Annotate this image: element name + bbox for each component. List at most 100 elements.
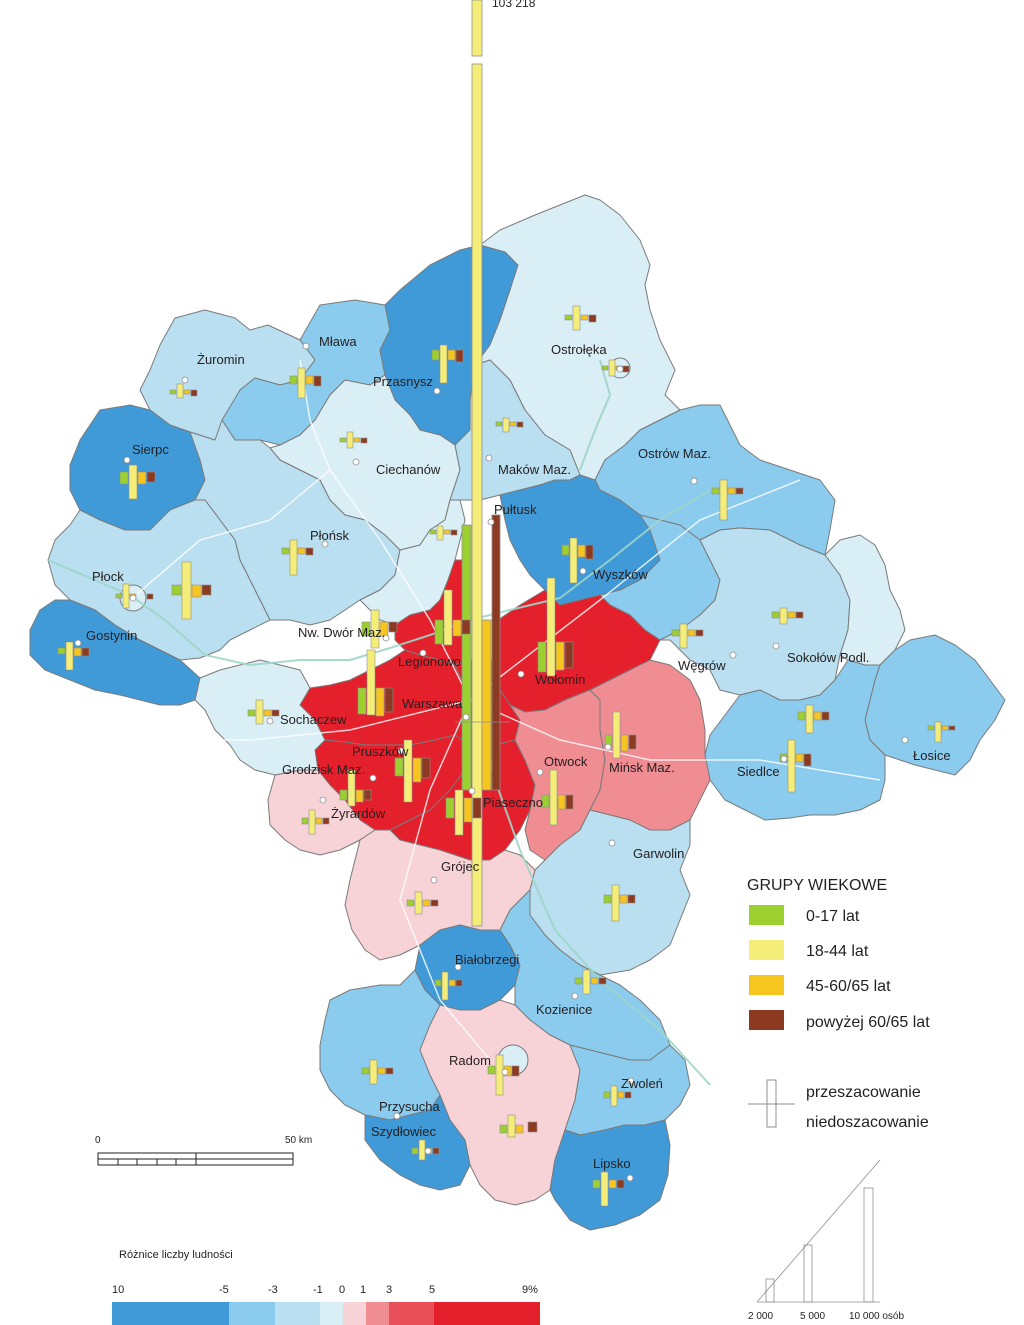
town-label-siedlce: Siedlce (737, 764, 780, 779)
county-zwolen (564, 1044, 691, 1136)
town-label-ciechanow: Ciechanów (376, 462, 441, 477)
town-label-losice: Łosice (913, 748, 951, 763)
diagram-mlawa (289, 367, 322, 399)
diagram-zwolen (603, 1085, 632, 1107)
town-label-plonsk: Płońsk (310, 528, 350, 543)
diagram-warszawa-west (357, 649, 394, 717)
diagram-radom-county (499, 1114, 538, 1138)
scale-end: 50 km (285, 1135, 312, 1146)
legend-age-groups: GRUPY WIEKOWE 0-17 lat 18-44 lat 45-60/6… (747, 877, 930, 1131)
county-minsk (589, 659, 711, 831)
bar-60plus-main (491, 514, 501, 791)
town-label-warszawa: Warszawa (402, 696, 463, 711)
diagram-siedlce-county (797, 704, 830, 734)
diagram-sierpc (119, 464, 156, 500)
town-label-zyrardow: Żyrardów (331, 806, 386, 821)
legend-label-0-17: 0-17 lat (806, 908, 860, 925)
legend-under: niedoszacowanie (806, 1114, 929, 1131)
diagram-grojec (406, 891, 439, 915)
diagram-plock-county (171, 561, 212, 620)
county-szydlowiec (364, 1094, 471, 1191)
diagram-ostrow (711, 479, 744, 521)
town-label-garwolin: Garwolin (633, 846, 684, 861)
town-label-ostrow: Ostrów Maz. (638, 446, 711, 461)
county-gostynin (29, 599, 201, 706)
town-label-otwock: Otwock (544, 754, 588, 769)
ramp-tick-1: -5 (219, 1284, 229, 1296)
town-label-radom: Radom (449, 1053, 491, 1068)
legend-swatch-18-44 (749, 940, 784, 960)
town-label-szydlowiec: Szydłowiec (371, 1124, 437, 1139)
ramp-bin-p5 (434, 1302, 540, 1325)
diagram-przysucha (361, 1059, 394, 1085)
town-label-zwolen: Zwoleń (621, 1076, 663, 1091)
diagram-zuromin (169, 383, 198, 399)
ramp-bin-m10 (112, 1302, 229, 1325)
town-label-legionowo: Legionowo (398, 654, 461, 669)
diagram-wolomin (537, 577, 574, 677)
town-label-minsk: Mińsk Maz. (609, 760, 675, 775)
ramp-tick-6: 3 (386, 1284, 392, 1296)
town-label-kozienice: Kozienice (536, 1002, 592, 1017)
diagram-ostroleka-county (564, 305, 597, 331)
bar-0-17-main (461, 524, 472, 791)
ramp-bin-m1 (320, 1302, 343, 1325)
town-label-wegrow: Węgrów (678, 658, 726, 673)
scale-start: 0 (95, 1135, 101, 1146)
diagram-zyrardow (301, 809, 330, 835)
town-label-nwdwor: Nw. Dwór Maz. (298, 625, 385, 640)
diagram-plonsk (281, 539, 314, 576)
diagram-przasnysz (431, 344, 464, 384)
ramp-tick-8: 9% (522, 1284, 538, 1296)
town-label-przysucha: Przysucha (379, 1099, 440, 1114)
diagram-sochaczew (247, 699, 280, 725)
diagram-makow (495, 417, 524, 433)
diagram-garwolin (603, 884, 636, 922)
county-plock (47, 499, 271, 661)
town-label-ostroleka: Ostrołęka (551, 342, 607, 357)
town-label-sokolow: Sokołów Podl. (787, 650, 869, 665)
town-label-pultusk: Pułtusk (494, 502, 537, 517)
diagram-kozienice (574, 969, 607, 995)
town-label-mlawa: Mława (319, 334, 357, 349)
diagram-piaseczno (445, 789, 482, 836)
town-label-bialobrzegi: Białobrzegi (455, 952, 519, 967)
bar-18-44-top (471, 0, 483, 57)
diagram-wyszkow (561, 537, 594, 584)
size-label-5000: 5 000 (800, 1311, 825, 1322)
legend-title: GRUPY WIEKOWE (747, 877, 887, 894)
diagram-bialobrzegi (434, 971, 463, 1001)
ramp-tick-5: 1 (360, 1284, 366, 1296)
town-label-sierpc: Sierpc (132, 442, 169, 457)
legend-over-under-symbol (766, 1079, 777, 1128)
diagram-nwdwor (361, 609, 398, 649)
town-labels: Żuromin Mława Przasnysz Ostrołęka Sierpc… (86, 334, 951, 1171)
ramp-tick-3: -1 (313, 1284, 323, 1296)
diagram-pruszkow (394, 739, 431, 803)
town-label-wolomin: Wołomin (535, 672, 585, 687)
ramp-tick-0: 10 (112, 1284, 124, 1296)
town-label-przasnysz: Przasnysz (373, 374, 433, 389)
town-label-zuromin: Żuromin (197, 352, 245, 367)
town-label-wyszkow: Wyszków (593, 567, 648, 582)
town-label-makow: Maków Maz. (498, 462, 571, 477)
ramp-bin-p3 (389, 1302, 434, 1325)
diagram-grodzisk (339, 769, 372, 807)
legend-swatch-0-17 (749, 905, 784, 925)
legend-label-45-60: 45-60/65 lat (806, 978, 891, 995)
age-diagrams (57, 305, 956, 1207)
town-label-grojec: Grójec (441, 859, 480, 874)
town-label-grodzisk: Grodzisk Maz. (282, 762, 365, 777)
legend-over: przeszacowanie (806, 1084, 921, 1101)
top-value-label: 103 218 (492, 0, 536, 10)
legend-swatch-60plus (749, 1010, 784, 1030)
diagram-sokolow (771, 607, 804, 625)
bar-18-44-main (471, 63, 483, 927)
town-dots (74, 342, 909, 1182)
town-label-plock: Płock (92, 569, 124, 584)
ramp-bin-m3 (275, 1302, 320, 1325)
town-label-lipsko: Lipsko (593, 1156, 631, 1171)
ramp-tick-4: 0 (339, 1284, 345, 1296)
town-label-gostynin: Gostynin (86, 628, 137, 643)
diagram-pultusk-small (429, 525, 458, 541)
